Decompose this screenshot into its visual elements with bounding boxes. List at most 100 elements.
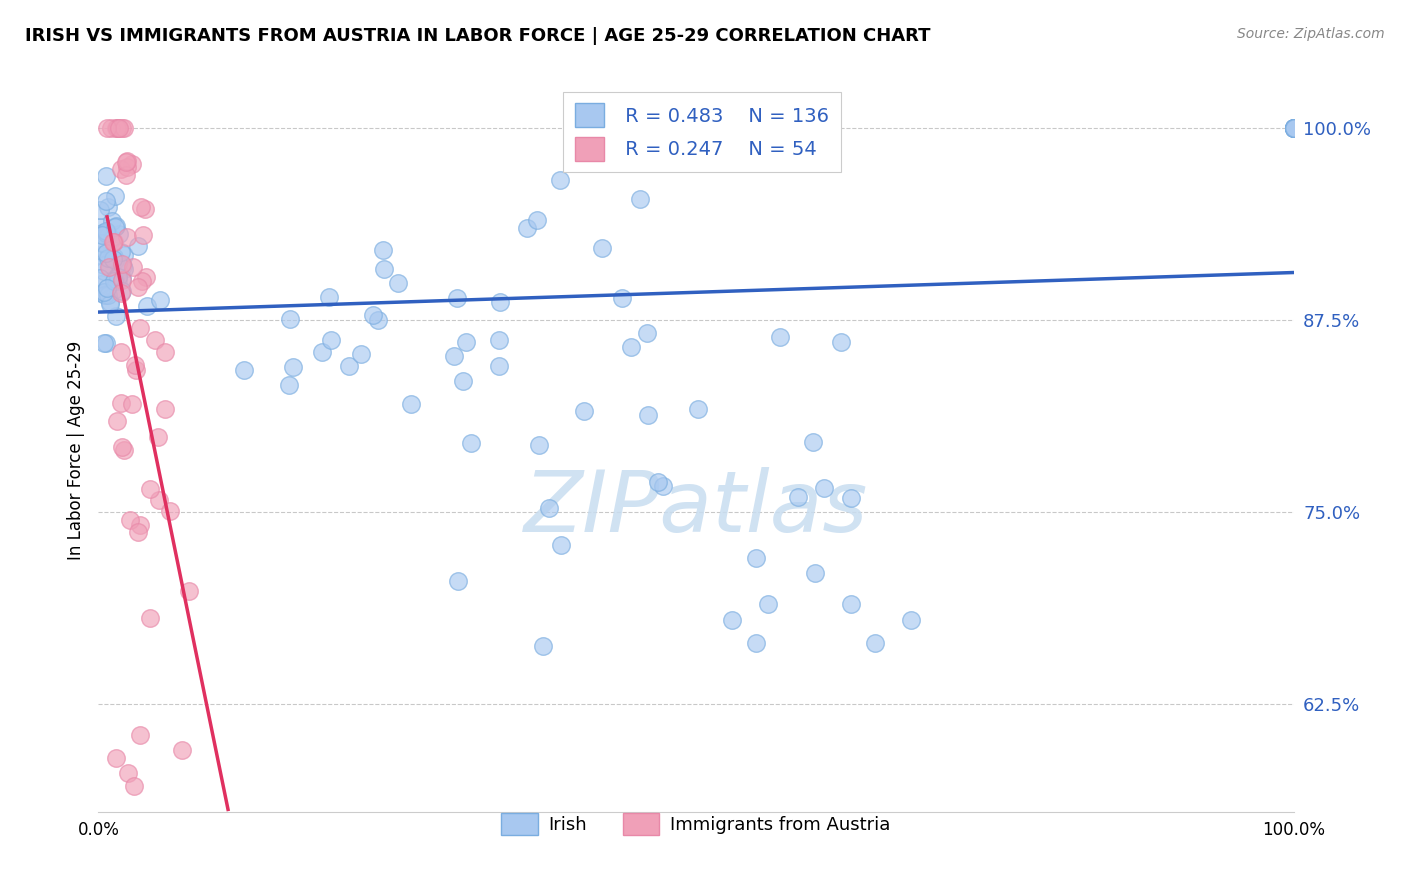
Point [350,347,373,361]
Point [489,294,512,309]
Point [367,313,389,327]
Point [311,345,333,359]
Point [550,538,572,552]
Point [647,475,669,489]
Point [110,161,132,176]
Point [131,274,153,288]
Point [97,287,120,301]
Point [100,120,122,135]
Point [1282,120,1305,135]
Point [105,751,128,765]
Point [1282,120,1305,135]
Point [121,397,143,411]
Point [91,226,114,240]
Point [112,248,135,262]
Point [103,250,125,264]
Point [129,200,152,214]
Point [103,235,125,250]
Point [97,228,120,243]
Point [447,574,470,588]
Point [107,120,129,135]
Point [96,224,118,238]
Point [1282,120,1305,135]
Point [104,253,127,268]
Point [115,160,138,174]
Point [94,226,117,240]
Point [745,635,768,649]
Point [1282,120,1305,135]
Point [111,270,134,285]
Point [115,155,138,169]
Point [1282,120,1305,135]
Point [1282,120,1305,135]
Point [94,288,117,302]
Point [443,350,465,364]
Point [89,248,111,262]
Point [96,251,118,265]
Point [1282,120,1305,135]
Point [337,359,360,373]
Point [1282,120,1305,135]
Point [865,635,887,649]
Point [90,285,112,300]
Point [96,120,118,135]
Point [527,438,550,452]
Point [129,518,152,533]
Point [96,285,118,300]
Point [115,153,138,168]
Point [111,441,134,455]
Point [124,779,146,793]
Point [93,335,115,350]
Point [177,584,200,599]
Point [105,414,128,428]
Point [91,236,114,251]
Point [115,168,138,182]
Point [373,243,395,257]
Point [804,566,827,581]
Point [110,344,132,359]
Point [1282,120,1305,135]
Point [124,358,146,372]
Point [841,597,863,611]
Point [111,273,134,287]
Point [127,280,149,294]
Point [107,274,129,288]
Point [620,340,643,354]
Point [98,295,121,310]
Point [112,442,135,457]
Point [103,252,125,266]
Point [1282,120,1305,135]
Point [121,157,143,171]
Point [90,227,112,242]
Point [93,259,115,273]
Point [107,256,129,270]
Point [787,490,810,504]
Point [93,285,115,300]
Point [1282,120,1305,135]
Point [148,493,170,508]
Point [112,120,135,135]
Point [108,120,131,135]
Point [110,286,132,301]
Point [118,513,141,527]
Point [769,329,792,343]
Point [446,291,468,305]
Point [94,335,117,350]
Point [93,236,115,251]
Point [111,259,134,273]
Point [110,245,132,260]
Point [136,299,159,313]
Point [637,408,659,422]
Point [111,257,134,271]
Legend: Irish, Immigrants from Austria: Irish, Immigrants from Austria [495,806,897,842]
Point [721,613,744,627]
Point [537,500,560,515]
Point [135,269,157,284]
Point [96,281,118,295]
Point [107,227,129,241]
Point [278,312,301,326]
Text: Source: ZipAtlas.com: Source: ZipAtlas.com [1237,27,1385,41]
Point [103,283,125,297]
Point [96,169,118,183]
Point [159,504,181,518]
